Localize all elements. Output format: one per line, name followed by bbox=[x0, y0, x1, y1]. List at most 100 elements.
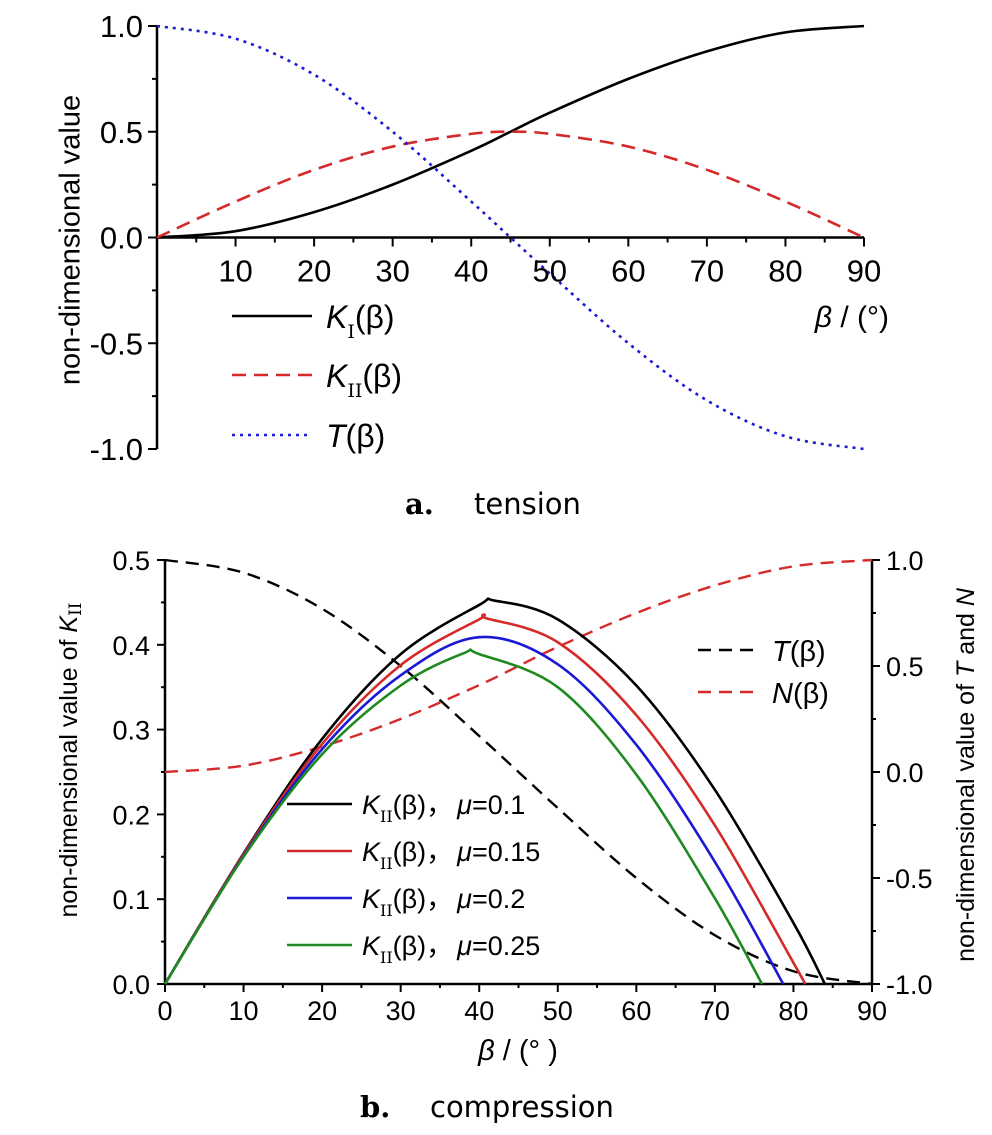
compression-x-tick-label: 0 bbox=[157, 996, 172, 1026]
tension-x-tick-label: 30 bbox=[375, 254, 409, 289]
compression-legend-label-N-symbol: N bbox=[772, 678, 793, 710]
compression-lines bbox=[163, 558, 873, 986]
compression-chart: 0.0 0.1 0.2 0.3 0.4 0.5 -1.0 -0.5 0.0 0.5 1.0 0 10 20… bbox=[55, 546, 980, 1124]
tension-legend: KI(β)KII(β)T(β) bbox=[232, 299, 402, 454]
tension-y-tick-label: 0.0 bbox=[100, 221, 143, 256]
tension-y-tick-label: 0.5 bbox=[100, 115, 143, 150]
tension-lines bbox=[156, 24, 865, 451]
compression-caption: compression bbox=[430, 1090, 614, 1124]
compression-series-N bbox=[164, 558, 873, 774]
compression-x-tick-label: 20 bbox=[307, 996, 337, 1026]
compression-legend-label-KII_mu_0.2-subscript: II bbox=[380, 901, 393, 920]
compression-legend-label-KII_mu_0.25-subscript: II bbox=[380, 948, 393, 967]
tension-caption: tension bbox=[474, 487, 581, 521]
tension-legend-label-KII-symbol: K bbox=[326, 358, 349, 394]
compression-series-KII_mu_0.15 bbox=[163, 613, 807, 985]
compression-left-tick-label: 0.0 bbox=[112, 970, 150, 1000]
compression-legend-label-KII_mu_0.2-symbol: K bbox=[362, 884, 381, 914]
compression-legend-label-KII_mu_0.15: KII(β)， μ=0.15 bbox=[362, 837, 540, 873]
tension-x-tick-label: 20 bbox=[297, 254, 331, 289]
tension-x-tick-label: 50 bbox=[533, 254, 567, 289]
tension-legend-label-KI-subscript: I bbox=[347, 321, 355, 343]
tension-legend-label-KII-subscript: II bbox=[347, 380, 362, 402]
tension-legend-label-KI: KI(β) bbox=[326, 299, 395, 343]
tension-tick-labels: 1.0 0.5 0.0 -0.5 -1.0 10 20 30 40 50 60 70 80 90 bbox=[90, 9, 882, 467]
compression-x-tick-label: 10 bbox=[229, 996, 259, 1026]
compression-legend-label-KII_mu_0.1-subscript: II bbox=[380, 807, 393, 826]
tension-legend-label-KI-symbol: K bbox=[326, 299, 349, 335]
compression-legend-label-T-symbol: T bbox=[772, 636, 792, 668]
compression-legend-label-KII_mu_0.2-argument: (β)， bbox=[393, 884, 454, 914]
tension-x-tick-label: 70 bbox=[690, 254, 724, 289]
compression-legend-label-KII_mu_0.1-value: =0.1 bbox=[472, 790, 525, 820]
tension-x-tick-label: 80 bbox=[768, 254, 802, 289]
compression-left-y-axis-label: non-dimensional value of KII bbox=[55, 602, 86, 917]
compression-legend-label-KII_mu_0.2: KII(β)， μ=0.2 bbox=[362, 884, 525, 920]
tension-axes bbox=[148, 25, 865, 450]
compression-x-tick-label: 40 bbox=[464, 996, 494, 1026]
compression-legend-label-T: T(β) bbox=[772, 636, 826, 668]
compression-legend-label-KII_mu_0.25: KII(β)， μ=0.25 bbox=[362, 931, 540, 967]
compression-legend-top: T(β)N(β) bbox=[698, 636, 829, 710]
compression-legend-label-KII_mu_0.25-value: =0.25 bbox=[472, 931, 540, 961]
compression-legend-label-KII_mu_0.15-argument: (β)， bbox=[393, 837, 454, 867]
tension-panel-label: a. bbox=[405, 487, 434, 521]
compression-legend-label-KII_mu_0.2-value: =0.2 bbox=[472, 884, 525, 914]
compression-x-axis-label: β / (° ) bbox=[477, 1035, 558, 1067]
tension-y-tick-label: -1.0 bbox=[90, 432, 143, 467]
compression-legend-label-KII_mu_0.25-symbol: K bbox=[362, 931, 381, 961]
compression-legend-label-N-argument: (β) bbox=[793, 678, 829, 710]
tension-x-tick-label: 60 bbox=[611, 254, 645, 289]
compression-left-tick-label: 0.3 bbox=[112, 716, 150, 746]
tension-legend-label-T-argument: (β) bbox=[346, 418, 386, 454]
tension-legend-label-T: T(β) bbox=[326, 418, 385, 454]
tension-legend-label-KII: KII(β) bbox=[326, 358, 402, 402]
compression-x-tick-label: 60 bbox=[621, 996, 651, 1026]
tension-legend-label-T-symbol: T bbox=[326, 418, 348, 454]
tension-y-tick-label: -0.5 bbox=[90, 326, 143, 361]
compression-x-tick-label: 90 bbox=[857, 996, 887, 1026]
tension-series-KII bbox=[156, 130, 865, 239]
compression-x-tick-label: 70 bbox=[700, 996, 730, 1026]
compression-right-tick-label: 0.5 bbox=[886, 652, 924, 682]
compression-legend-label-KII_mu_0.1-symbol: K bbox=[362, 790, 381, 820]
tension-chart: 1.0 0.5 0.0 -0.5 -1.0 10 20 30 40 50 60 70 80 90 non-… bbox=[55, 9, 889, 521]
compression-right-tick-label: -1.0 bbox=[886, 970, 933, 1000]
compression-legend-label-T-argument: (β) bbox=[790, 636, 826, 668]
compression-legend-label-KII_mu_0.15-value: =0.15 bbox=[472, 837, 540, 867]
compression-legend-label-KII_mu_0.2-mu: μ bbox=[456, 884, 472, 914]
compression-x-tick-label: 30 bbox=[386, 996, 416, 1026]
compression-right-tick-label: 1.0 bbox=[886, 546, 924, 576]
tension-legend-label-KII-argument: (β) bbox=[362, 358, 402, 394]
compression-legend-label-N: N(β) bbox=[772, 678, 829, 710]
tension-x-tick-label: 10 bbox=[218, 254, 252, 289]
tension-x-tick-label: 40 bbox=[454, 254, 488, 289]
compression-right-tick-label: -0.5 bbox=[886, 864, 933, 894]
compression-legend-label-KII_mu_0.1-mu: μ bbox=[456, 790, 472, 820]
compression-legend-label-KII_mu_0.25-argument: (β)， bbox=[393, 931, 454, 961]
compression-legend-label-KII_mu_0.15-mu: μ bbox=[456, 837, 472, 867]
compression-right-y-axis-label: non-dimensional value of T and N bbox=[952, 587, 980, 962]
compression-legend-label-KII_mu_0.1-argument: (β)， bbox=[393, 790, 454, 820]
tension-legend-label-KI-argument: (β) bbox=[355, 299, 395, 335]
compression-legend-label-KII_mu_0.1: KII(β)， μ=0.1 bbox=[362, 790, 525, 826]
tension-y-axis-label: non-dimensional value bbox=[55, 95, 87, 385]
compression-series-KII_mu_0.1 bbox=[163, 597, 827, 985]
compression-panel-label: b. bbox=[360, 1090, 390, 1124]
tension-series-KI bbox=[156, 24, 865, 239]
compression-tick-labels: 0.0 0.1 0.2 0.3 0.4 0.5 -1.0 -0.5 0.0 0.5 1.0 0 10 20… bbox=[112, 546, 932, 1026]
compression-left-tick-label: 0.4 bbox=[112, 631, 150, 661]
compression-series-KII_mu_0.25 bbox=[163, 648, 764, 985]
compression-right-tick-label: 0.0 bbox=[886, 758, 924, 788]
compression-legend-label-KII_mu_0.25-mu: μ bbox=[456, 931, 472, 961]
compression-x-tick-label: 80 bbox=[778, 996, 808, 1026]
tension-x-axis-label: β / (°) bbox=[814, 301, 889, 334]
tension-y-tick-label: 1.0 bbox=[100, 9, 143, 44]
compression-legend-label-KII_mu_0.15-symbol: K bbox=[362, 837, 381, 867]
compression-legend-label-KII_mu_0.15-subscript: II bbox=[380, 854, 393, 873]
compression-left-tick-label: 0.2 bbox=[112, 800, 150, 830]
compression-left-tick-label: 0.5 bbox=[112, 546, 150, 576]
tension-x-tick-label: 90 bbox=[847, 254, 881, 289]
